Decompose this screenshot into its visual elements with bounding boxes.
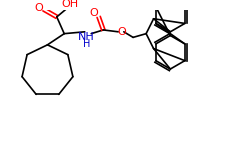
Text: H: H: [83, 39, 90, 49]
Text: O: O: [118, 27, 126, 37]
Text: OH: OH: [61, 0, 78, 9]
Text: O: O: [90, 8, 98, 18]
Text: NH: NH: [78, 32, 95, 42]
Text: O: O: [35, 3, 44, 13]
